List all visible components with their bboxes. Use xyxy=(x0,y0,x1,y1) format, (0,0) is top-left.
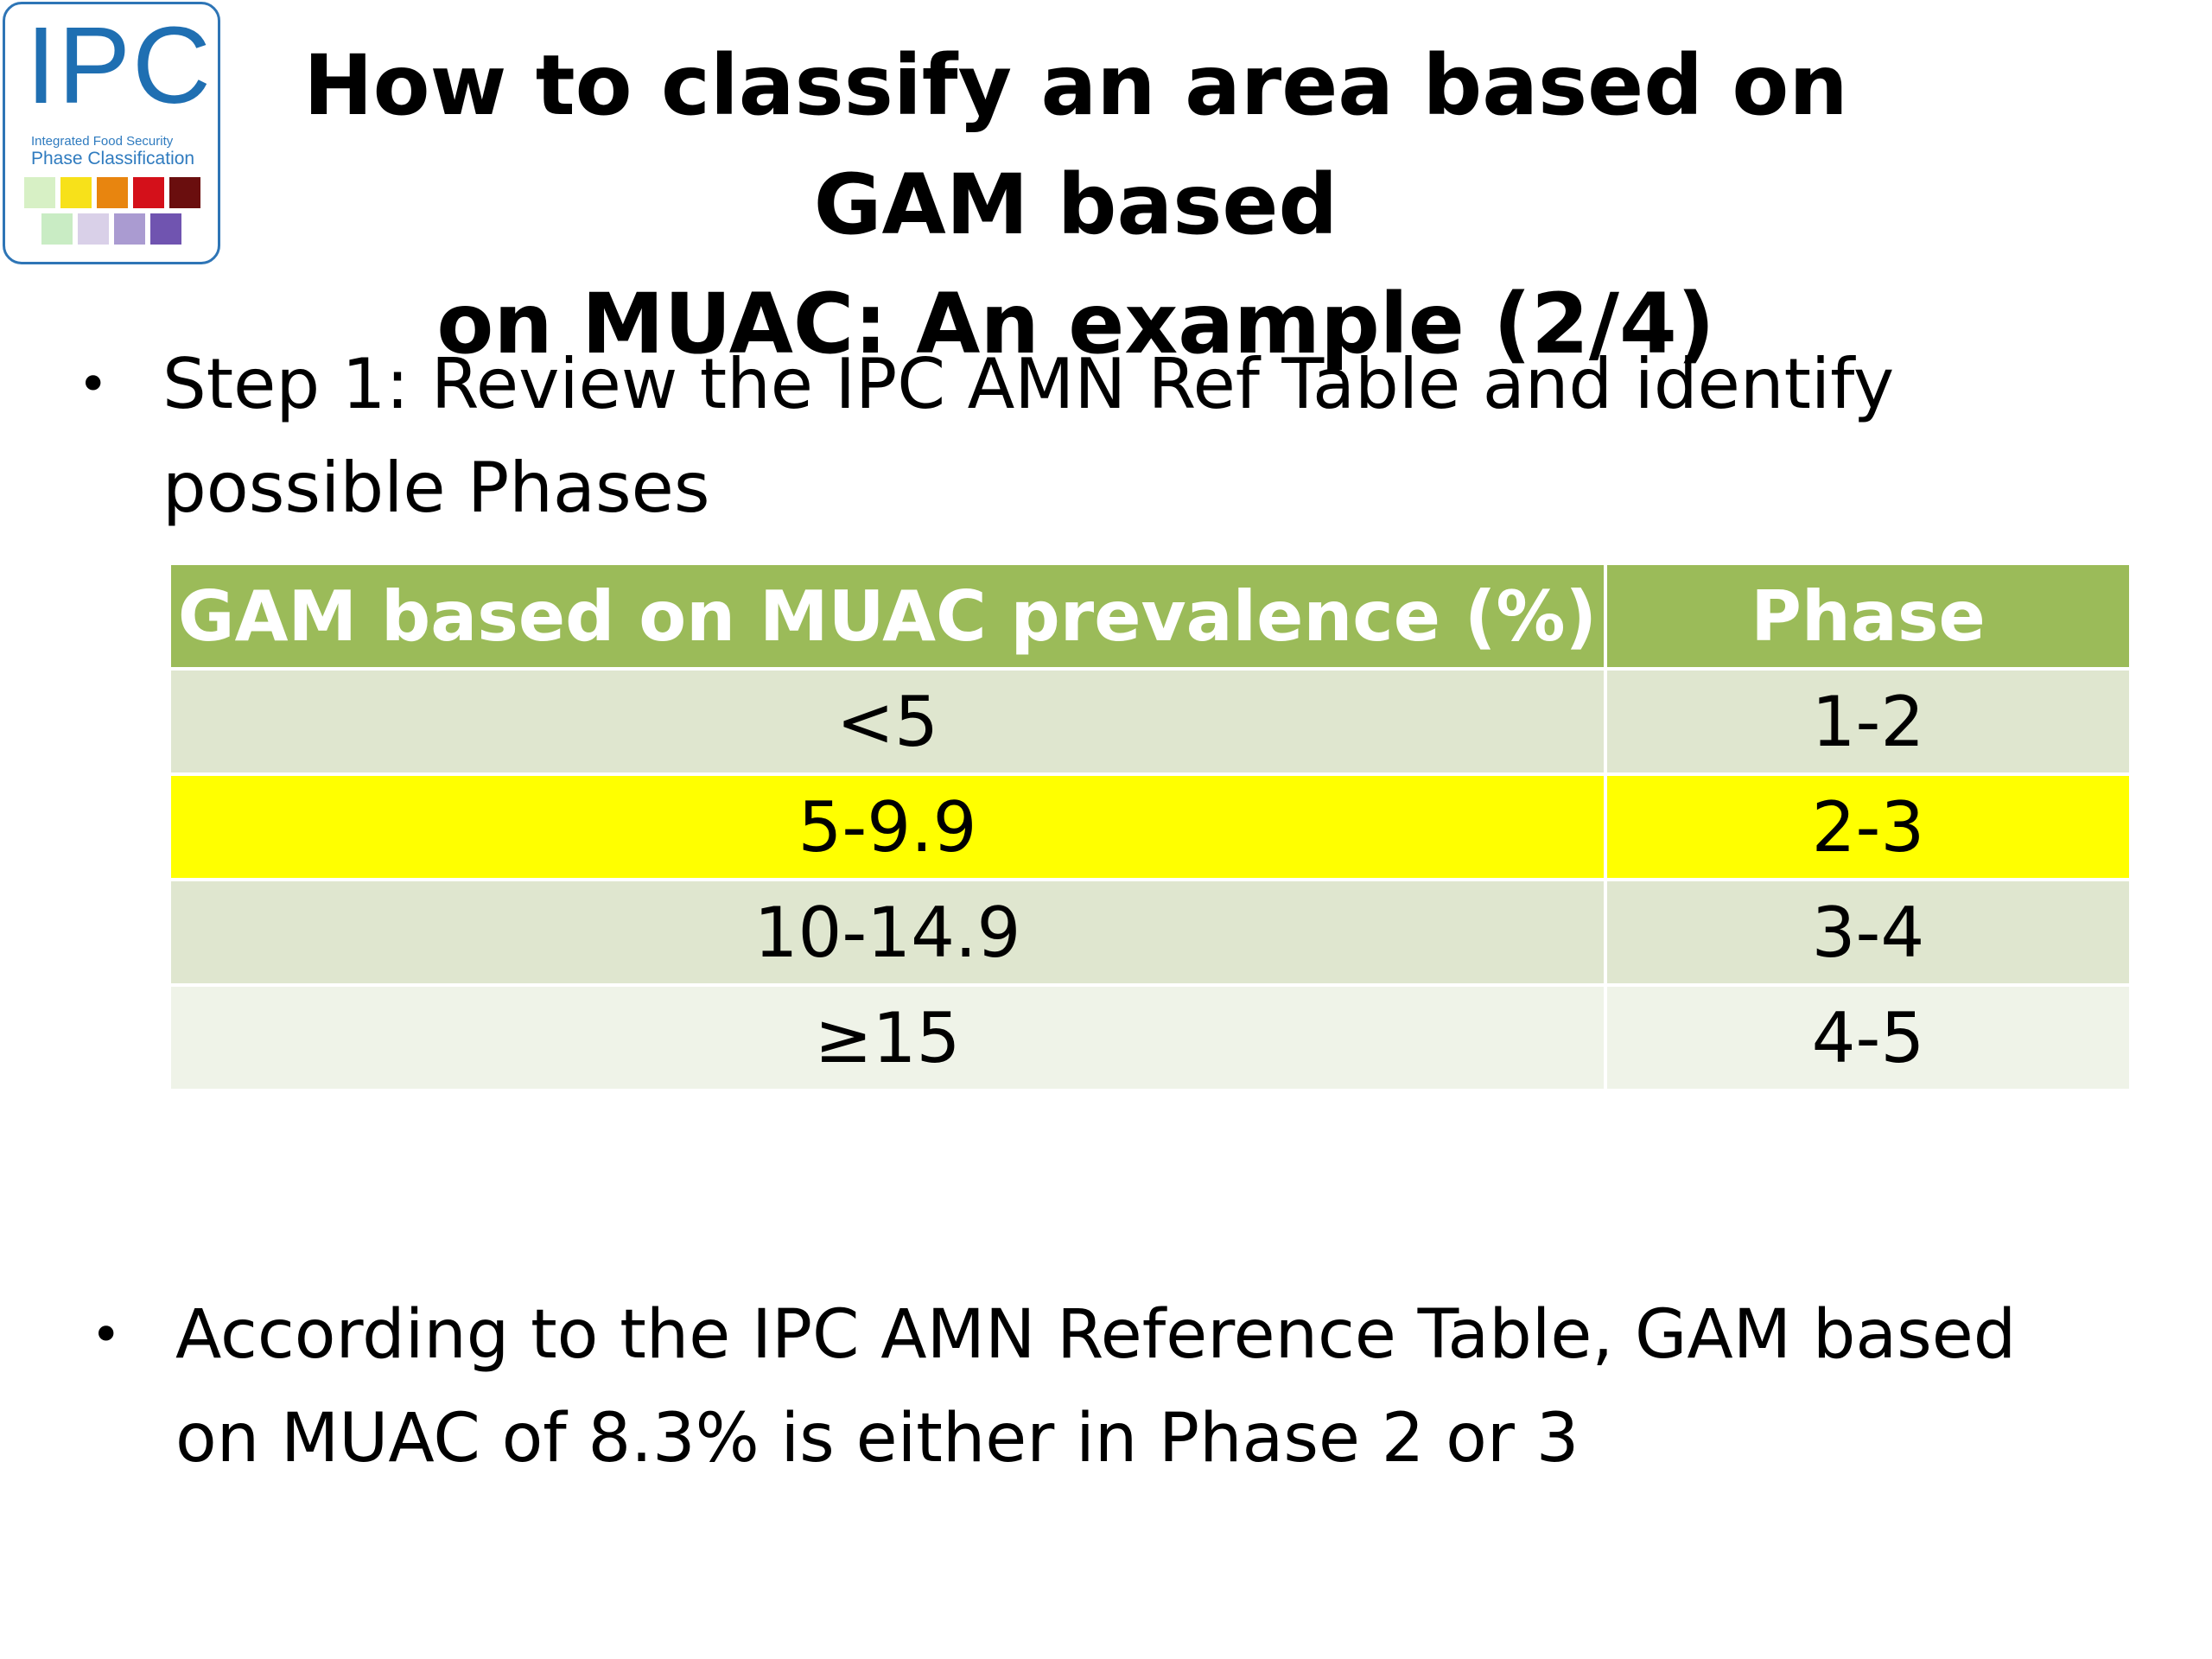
cell-phase: 4-5 xyxy=(1604,983,2133,1092)
cell-prevalence: <5 xyxy=(168,667,1607,776)
table-row: 10-14.9 3-4 xyxy=(168,878,2133,987)
swatch-row-top xyxy=(24,177,207,208)
swatch xyxy=(133,177,164,208)
bullet-step-1-line2: possible Phases xyxy=(162,448,710,528)
header-phase: Phase xyxy=(1604,562,2133,671)
logo-subtitle-line1: Integrated Food Security xyxy=(31,134,174,149)
swatch xyxy=(169,177,200,208)
table-row-highlighted: 5-9.9 2-3 xyxy=(168,772,2133,881)
swatch xyxy=(41,213,73,245)
bullet-conclusion-line1: According to the IPC AMN Reference Table… xyxy=(175,1296,2017,1374)
cell-prevalence: ≥15 xyxy=(168,983,1607,1092)
logo-subtitle-line2: Phase Classification xyxy=(31,149,195,168)
table-row: <5 1-2 xyxy=(168,667,2133,776)
table-header-row: GAM based on MUAC prevalence (%) Phase xyxy=(168,562,2133,671)
cell-phase: 2-3 xyxy=(1604,772,2133,881)
cell-phase: 1-2 xyxy=(1604,667,2133,776)
swatch xyxy=(114,213,145,245)
cell-prevalence: 10-14.9 xyxy=(168,878,1607,987)
phase-color-swatches xyxy=(24,177,207,250)
bullet-dot: • xyxy=(91,1305,122,1365)
bullet-conclusion-line2: on MUAC of 8.3% is either in Phase 2 or … xyxy=(175,1400,1580,1478)
swatch xyxy=(60,177,92,208)
swatch xyxy=(78,213,109,245)
header-prevalence: GAM based on MUAC prevalence (%) xyxy=(168,562,1607,671)
ipc-logo: IPC Integrated Food Security Phase Class… xyxy=(3,2,220,264)
cell-prevalence: 5-9.9 xyxy=(168,772,1607,881)
slide-title-line2: on MUAC: An example (2/4) xyxy=(436,276,1715,372)
bullet-step-1-line1: Step 1: Review the IPC AMN Ref Table and… xyxy=(162,344,1895,424)
swatch xyxy=(150,213,181,245)
slide-title-line1: How to classify an area based on GAM bas… xyxy=(303,37,1848,253)
bullet-step-1: • Step 1: Review the IPC AMN Ref Table a… xyxy=(78,333,2152,540)
logo-wordmark: IPC xyxy=(26,4,213,126)
bullet-dot: • xyxy=(78,354,109,415)
swatch-row-bottom xyxy=(24,213,207,245)
logo-subtitle: Integrated Food Security Phase Classific… xyxy=(31,134,213,168)
swatch xyxy=(97,177,128,208)
ipc-amn-reference-table: GAM based on MUAC prevalence (%) Phase <… xyxy=(168,562,2133,1092)
slide-title: How to classify an area based on GAM bas… xyxy=(233,26,1918,384)
swatch xyxy=(24,177,55,208)
table-row: ≥15 4-5 xyxy=(168,983,2133,1092)
bullet-conclusion: • According to the IPC AMN Reference Tab… xyxy=(91,1283,2199,1491)
cell-phase: 3-4 xyxy=(1604,878,2133,987)
